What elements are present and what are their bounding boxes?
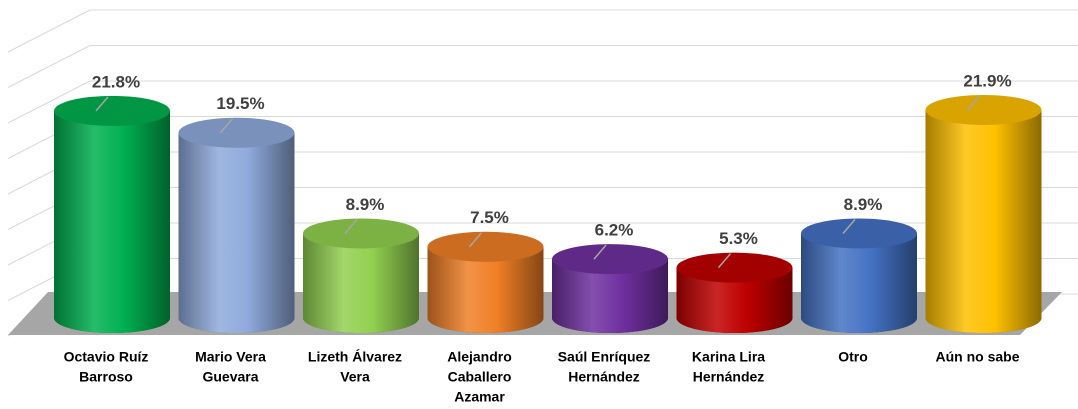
bar-top	[552, 244, 668, 275]
bar-top	[303, 218, 419, 249]
bar-base	[427, 303, 544, 333]
bar-top	[54, 95, 170, 126]
bar-base	[552, 303, 668, 333]
leader-line	[717, 253, 732, 269]
x-tick-label: Karina Lira	[692, 349, 765, 365]
x-tick-label: Lizeth Álvarez	[308, 349, 402, 365]
leader-line	[593, 244, 607, 260]
bar-top	[178, 117, 295, 148]
x-tick-label: Guevara	[202, 369, 258, 385]
leader-line	[468, 232, 483, 248]
bar-base	[676, 303, 793, 333]
x-tick-label: Hernández	[568, 369, 640, 385]
x-tick-label: Octavio Ruíz	[64, 349, 149, 365]
bar-top	[427, 231, 544, 262]
value-label: 7.5%	[470, 208, 509, 227]
value-label: 19.5%	[216, 94, 264, 113]
x-tick-label: Barroso	[79, 369, 133, 385]
bar-top	[676, 252, 793, 283]
value-label: 21.9%	[963, 71, 1011, 90]
bar-top	[801, 218, 917, 249]
wall-line	[7, 45, 91, 88]
x-tick-label: Mario Vera	[195, 349, 266, 365]
leader-line	[966, 95, 981, 111]
leader-line	[95, 96, 109, 112]
value-label: 21.8%	[92, 72, 140, 91]
bar	[178, 132, 295, 318]
x-tick-label: Alejandro	[447, 349, 512, 365]
bar-base	[303, 303, 419, 333]
x-tick-label: Saúl Enríquez	[558, 349, 651, 365]
value-label: 8.9%	[844, 195, 883, 214]
x-tick-label: Otro	[838, 349, 868, 365]
bar-top	[925, 94, 1042, 125]
bar-base	[801, 303, 917, 333]
bar	[54, 110, 170, 319]
wall-line	[7, 9, 91, 53]
bar-base	[178, 303, 295, 333]
x-tick-label: Vera	[340, 369, 370, 385]
bar	[925, 109, 1042, 318]
x-tick-label: Hernández	[693, 369, 765, 385]
leader-line	[842, 218, 856, 234]
x-tick-label: Aún no sabe	[935, 349, 1019, 365]
leader-line	[344, 218, 358, 234]
value-label: 8.9%	[346, 195, 385, 214]
leader-line	[219, 118, 234, 134]
x-tick-label: Azamar	[454, 389, 505, 405]
x-tick-label: Caballero	[448, 369, 512, 385]
bar-base	[925, 303, 1042, 333]
value-label: 6.2%	[595, 221, 634, 240]
bar-base	[54, 303, 170, 333]
value-label: 5.3%	[719, 229, 758, 248]
wall-line	[7, 80, 91, 124]
